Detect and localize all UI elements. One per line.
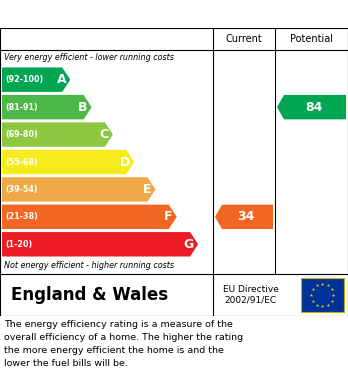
Text: (39-54): (39-54) <box>5 185 38 194</box>
Polygon shape <box>2 95 92 119</box>
Polygon shape <box>2 150 134 174</box>
Text: Energy Efficiency Rating: Energy Efficiency Rating <box>73 7 275 22</box>
Text: D: D <box>120 156 130 169</box>
Text: (92-100): (92-100) <box>5 75 43 84</box>
Text: A: A <box>57 73 66 86</box>
Text: (55-68): (55-68) <box>5 158 38 167</box>
Text: Potential: Potential <box>290 34 333 44</box>
Polygon shape <box>2 232 198 256</box>
Text: (21-38): (21-38) <box>5 212 38 221</box>
Text: (69-80): (69-80) <box>5 130 38 139</box>
Polygon shape <box>2 204 177 229</box>
Text: 34: 34 <box>237 210 255 223</box>
Text: (1-20): (1-20) <box>5 240 32 249</box>
Text: (81-91): (81-91) <box>5 103 38 112</box>
Text: England & Wales: England & Wales <box>11 286 168 304</box>
Polygon shape <box>2 68 70 92</box>
Text: E: E <box>143 183 151 196</box>
Text: Very energy efficient - lower running costs: Very energy efficient - lower running co… <box>4 54 174 63</box>
Text: EU Directive
2002/91/EC: EU Directive 2002/91/EC <box>223 285 279 305</box>
Text: Not energy efficient - higher running costs: Not energy efficient - higher running co… <box>4 262 174 271</box>
Polygon shape <box>2 177 156 202</box>
Text: F: F <box>164 210 173 223</box>
Polygon shape <box>215 204 273 229</box>
Polygon shape <box>2 122 113 147</box>
Text: Current: Current <box>226 34 262 44</box>
Bar <box>301 278 344 312</box>
Text: G: G <box>184 238 194 251</box>
Text: The energy efficiency rating is a measure of the
overall efficiency of a home. T: The energy efficiency rating is a measur… <box>4 320 243 368</box>
Polygon shape <box>277 95 346 119</box>
Text: B: B <box>78 100 88 114</box>
Text: C: C <box>100 128 109 141</box>
Text: 84: 84 <box>305 100 322 114</box>
